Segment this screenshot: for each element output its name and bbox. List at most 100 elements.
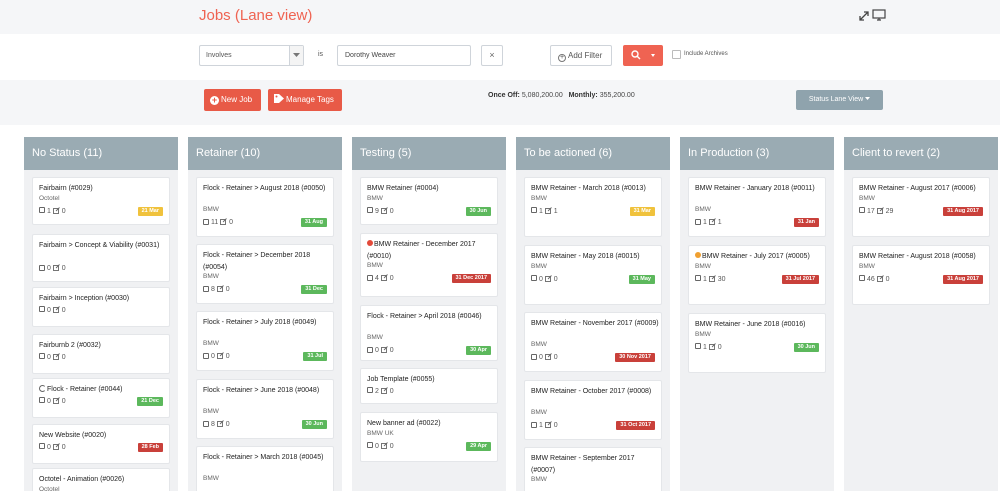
job-card[interactable]: BMW Retainer - December 2017 (#0010) BMW …	[360, 233, 498, 297]
monitor-icon[interactable]	[872, 9, 886, 21]
task-count: 1	[702, 343, 707, 351]
lane-header[interactable]: No Status (11)	[24, 137, 178, 170]
task-count: 0	[46, 397, 51, 405]
job-title[interactable]: BMW Retainer - March 2018 (#0013)	[531, 183, 659, 195]
job-card[interactable]: Fairbairn (#0029) Octotel 1 0 21 Mar	[32, 177, 170, 225]
job-card[interactable]: Flock - Retainer > July 2018 (#0049) BMW …	[196, 311, 334, 371]
job-title[interactable]: Flock - Retainer > June 2018 (#0048)	[203, 385, 331, 397]
search-button[interactable]	[623, 45, 663, 66]
job-title[interactable]: BMW Retainer - October 2017 (#0008)	[531, 386, 659, 398]
lane-header[interactable]: Testing (5)	[352, 137, 506, 170]
job-title[interactable]: BMW Retainer - July 2017 (#0005)	[695, 251, 823, 263]
job-meta: 9 0	[367, 206, 394, 215]
job-title[interactable]: BMW Retainer - November 2017 (#0009)	[531, 318, 659, 330]
job-card[interactable]: BMW Retainer - August 2018 (#0058) BMW 46…	[852, 245, 990, 305]
note-count: 0	[553, 354, 558, 361]
job-card[interactable]: New banner ad (#0022) BMW UK 0 0 29 Apr	[360, 412, 498, 462]
job-card[interactable]: Flock - Retainer > December 2018 (#0054)…	[196, 244, 334, 304]
job-title[interactable]: Fairbairn > Concept & Viability (#0031)	[39, 240, 167, 252]
job-card[interactable]: BMW Retainer - August 2017 (#0006) BMW 17…	[852, 177, 990, 237]
task-count: 46	[866, 275, 875, 283]
job-card[interactable]: BMW Retainer (#0004) BMW 9 0 30 Jun	[360, 177, 498, 225]
job-title[interactable]: BMW Retainer - September 2017 (#0007)	[531, 453, 659, 476]
job-card[interactable]: BMW Retainer - October 2017 (#0008) BMW 1…	[524, 380, 662, 440]
job-title[interactable]: Flock - Retainer > April 2018 (#0046)	[367, 311, 495, 323]
manage-tags-button[interactable]: Manage Tags	[268, 89, 342, 111]
job-card[interactable]: Fairbairn > Inception (#0030) 0 0	[32, 287, 170, 327]
checkbox-icon	[367, 207, 373, 213]
job-card[interactable]: BMW Retainer - July 2017 (#0005) BMW 1 30…	[688, 245, 826, 305]
task-count: 0	[46, 353, 51, 361]
job-card[interactable]: Fairburnb 2 (#0032) 0 0	[32, 334, 170, 374]
job-title[interactable]: New Website (#0020)	[39, 430, 167, 442]
task-count: 1	[538, 207, 543, 215]
job-card[interactable]: Flock - Retainer > March 2018 (#0045) BMW	[196, 446, 334, 491]
job-title[interactable]: Flock - Retainer > August 2018 (#0050)	[203, 183, 331, 195]
job-title[interactable]: Flock - Retainer > March 2018 (#0045)	[203, 452, 331, 464]
lane-header[interactable]: In Production (3)	[680, 137, 834, 170]
job-card[interactable]: BMW Retainer - March 2018 (#0013) BMW 1 1…	[524, 177, 662, 237]
view-select-button[interactable]: Status Lane View	[796, 90, 883, 110]
job-title-text: BMW Retainer - November 2017 (#0009)	[531, 320, 659, 327]
job-title[interactable]: New banner ad (#0022)	[367, 418, 495, 430]
edit-note-icon	[52, 352, 60, 360]
job-title[interactable]: Fairbairn > Inception (#0030)	[39, 293, 167, 305]
job-meta: 46 0	[859, 274, 890, 283]
new-job-button[interactable]: + New Job	[204, 89, 261, 111]
job-card[interactable]: BMW Retainer - June 2018 (#0016) BMW 1 0 3…	[688, 313, 826, 373]
job-client: BMW	[367, 262, 383, 269]
job-card[interactable]: BMW Retainer - May 2018 (#0015) BMW 0 0 31…	[524, 245, 662, 305]
filter-field-value: Involves	[206, 52, 232, 59]
filter-operator-label: is	[318, 51, 324, 58]
job-title[interactable]: BMW Retainer (#0004)	[367, 183, 495, 195]
note-count: 0	[61, 353, 66, 361]
job-title[interactable]: Job Template (#0055)	[367, 374, 495, 386]
job-title[interactable]: BMW Retainer - June 2018 (#0016)	[695, 319, 823, 331]
edit-note-icon	[544, 353, 552, 360]
note-count: 0	[389, 275, 394, 282]
job-title[interactable]: Octotel - Animation (#0026)	[39, 474, 167, 486]
job-card[interactable]: BMW Retainer - November 2017 (#0009) BMW …	[524, 312, 662, 372]
job-title[interactable]: Fairbairn (#0029)	[39, 183, 167, 195]
job-card[interactable]: BMW Retainer - January 2018 (#0011) BMW 1…	[688, 177, 826, 237]
job-title[interactable]: BMW Retainer - August 2017 (#0006)	[859, 183, 987, 195]
job-title[interactable]: Flock - Retainer (#0044)	[39, 384, 167, 396]
job-title[interactable]: BMW Retainer - January 2018 (#0011)	[695, 183, 823, 195]
job-card[interactable]: New Website (#0020) 0 0 28 Feb	[32, 424, 170, 464]
job-card[interactable]: Fairbairn > Concept & Viability (#0031) …	[32, 234, 170, 282]
job-meta: 0 0	[531, 353, 558, 361]
task-count: 1	[46, 207, 51, 215]
add-filter-button[interactable]: + Add Filter	[550, 45, 612, 66]
job-card[interactable]: Flock - Retainer > June 2018 (#0048) BMW …	[196, 379, 334, 439]
lane-header[interactable]: To be actioned (6)	[516, 137, 670, 170]
job-card[interactable]: Flock - Retainer (#0044) 0 0 21 Dec	[32, 378, 170, 418]
job-title[interactable]: Flock - Retainer > December 2018 (#0054)	[203, 250, 331, 273]
due-date-badge: 31 Mar	[629, 206, 655, 216]
due-date-badge: 29 Apr	[466, 441, 491, 451]
job-client: Octotel	[39, 485, 60, 491]
job-card[interactable]: Job Template (#0055) 2 0	[360, 368, 498, 404]
lane-header[interactable]: Client to revert (2)	[844, 137, 998, 170]
job-title[interactable]: Flock - Retainer > July 2018 (#0049)	[203, 317, 331, 329]
edit-note-icon	[380, 346, 388, 353]
job-card[interactable]: Flock - Retainer > April 2018 (#0046) BMW…	[360, 305, 498, 361]
top-bar	[0, 0, 1000, 34]
job-title[interactable]: BMW Retainer - December 2017 (#0010)	[367, 239, 495, 262]
filter-value-input[interactable]	[337, 45, 471, 66]
include-archives-checkbox[interactable]	[672, 50, 681, 59]
job-card[interactable]: Octotel - Animation (#0026) Octotel	[32, 468, 170, 491]
job-title[interactable]: Fairburnb 2 (#0032)	[39, 340, 167, 352]
filter-field-select[interactable]: Involves	[199, 45, 304, 66]
note-count: 0	[61, 397, 66, 405]
checkbox-icon	[39, 306, 45, 312]
job-title[interactable]: BMW Retainer - May 2018 (#0015)	[531, 251, 659, 263]
expand-icon[interactable]	[858, 10, 870, 22]
note-count: 0	[553, 275, 558, 283]
job-card[interactable]: Flock - Retainer > August 2018 (#0050) BM…	[196, 177, 334, 237]
lane-header[interactable]: Retainer (10)	[188, 137, 342, 170]
clear-filter-button[interactable]: ×	[481, 45, 503, 66]
job-client: Octotel	[39, 194, 60, 202]
job-card[interactable]: BMW Retainer - September 2017 (#0007) BMW	[524, 447, 662, 491]
search-icon	[631, 50, 641, 60]
job-title[interactable]: BMW Retainer - August 2018 (#0058)	[859, 251, 987, 263]
